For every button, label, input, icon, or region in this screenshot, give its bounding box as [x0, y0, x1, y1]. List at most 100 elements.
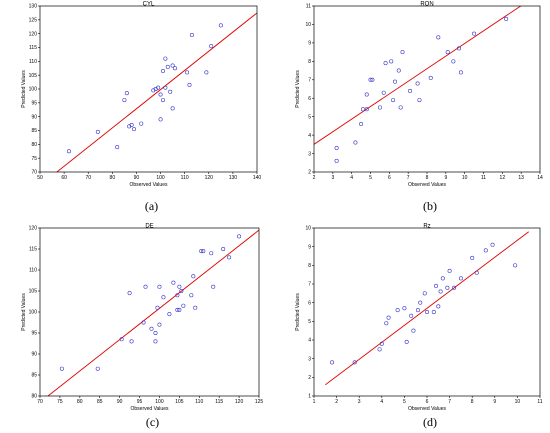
data-point [483, 248, 488, 253]
data-point [424, 309, 429, 314]
data-point [457, 46, 462, 51]
data-point [472, 31, 477, 36]
x-tick-label: 11 [537, 399, 542, 405]
data-point [179, 288, 184, 293]
x-tick-label: 90 [117, 399, 123, 405]
data-point [330, 360, 335, 365]
y-tick-label: 3 [308, 356, 311, 362]
data-point [458, 70, 463, 75]
data-point [163, 56, 168, 61]
data-point [158, 92, 163, 97]
data-point [384, 321, 389, 326]
data-point [66, 149, 71, 154]
data-point [157, 284, 162, 289]
y-tick-label: 75 [31, 156, 37, 162]
x-tick-label: 120 [235, 399, 244, 405]
data-point [440, 276, 445, 281]
x-tick-label: 3 [358, 399, 361, 405]
x-tick-label: 75 [57, 399, 63, 405]
data-point [204, 70, 209, 75]
data-point [139, 121, 144, 126]
data-point [95, 129, 100, 134]
x-tick-label: 105 [175, 399, 184, 405]
y-tick-label: 8 [308, 59, 311, 65]
data-point [447, 268, 452, 273]
scatter-panel: DE 70 75 80 85 90 95 100 105 110 115 120 125 80 85 90 95… [21, 224, 263, 430]
x-tick-label: 50 [37, 175, 43, 181]
y-tick-label: 115 [29, 45, 37, 51]
x-tick-label: 60 [61, 175, 67, 181]
plot-frame [313, 5, 541, 173]
data-point [119, 337, 124, 342]
y-tick-label: 110 [29, 59, 37, 65]
y-tick-label: 7 [308, 77, 311, 83]
data-point [187, 82, 192, 87]
y-tick-label: 80 [31, 142, 37, 148]
data-point [418, 300, 423, 305]
x-tick-label: 9 [444, 175, 447, 181]
y-tick-label: 9 [308, 41, 311, 47]
x-tick-label: 6 [388, 175, 391, 181]
x-tick-label: 120 [205, 175, 214, 181]
data-point [436, 304, 441, 309]
x-tick-label: 115 [215, 399, 223, 405]
data-point [199, 249, 204, 254]
y-tick-label: 3 [308, 151, 311, 157]
data-point [173, 66, 178, 71]
x-tick-label: 100 [156, 175, 165, 181]
plot-frame [39, 227, 260, 397]
data-point [153, 339, 158, 344]
data-point [175, 307, 180, 312]
data-point [391, 98, 396, 103]
y-tick-label: 95 [31, 331, 37, 337]
data-point [149, 326, 154, 331]
data-point [392, 79, 397, 84]
data-point [452, 285, 457, 290]
data-point [352, 360, 357, 365]
data-point [95, 366, 100, 371]
data-point [360, 107, 365, 112]
x-tick-label: 90 [134, 175, 140, 181]
data-point [504, 16, 509, 21]
data-point [370, 77, 375, 82]
data-point [422, 291, 427, 296]
data-point [193, 305, 198, 310]
data-point [227, 255, 232, 260]
data-point [409, 313, 414, 318]
data-point [404, 339, 409, 344]
data-point [177, 307, 182, 312]
data-point [161, 295, 166, 300]
data-point [143, 284, 148, 289]
data-point [438, 289, 443, 294]
data-point [402, 306, 407, 311]
x-tick-label: 10 [462, 175, 468, 181]
y-tick-label: 10 [305, 22, 311, 28]
data-point [377, 105, 382, 110]
y-axis-label: Predicted Values [295, 70, 301, 108]
data-point [417, 98, 422, 103]
x-tick-label: 2 [313, 175, 316, 181]
data-point [167, 312, 172, 317]
x-tick-label: 5 [403, 399, 406, 405]
data-point [458, 276, 463, 281]
plot-frame [39, 5, 258, 173]
data-point [368, 77, 373, 82]
x-tick-label: 10 [515, 399, 521, 405]
x-tick-label: 11 [481, 175, 486, 181]
data-point [334, 146, 339, 151]
data-point [383, 61, 388, 66]
data-point [160, 98, 165, 103]
y-tick-label: 105 [29, 73, 38, 79]
data-point [434, 283, 439, 288]
data-point [445, 50, 450, 55]
data-point [165, 64, 170, 69]
y-tick-label: 6 [308, 96, 311, 102]
data-point [158, 117, 163, 122]
fit-line [325, 231, 529, 386]
data-point [209, 251, 214, 256]
x-axis-label: Observed Values [130, 182, 168, 188]
y-tick-label: 90 [31, 114, 37, 120]
x-tick-label: 110 [181, 175, 189, 181]
fit-line [314, 6, 522, 145]
